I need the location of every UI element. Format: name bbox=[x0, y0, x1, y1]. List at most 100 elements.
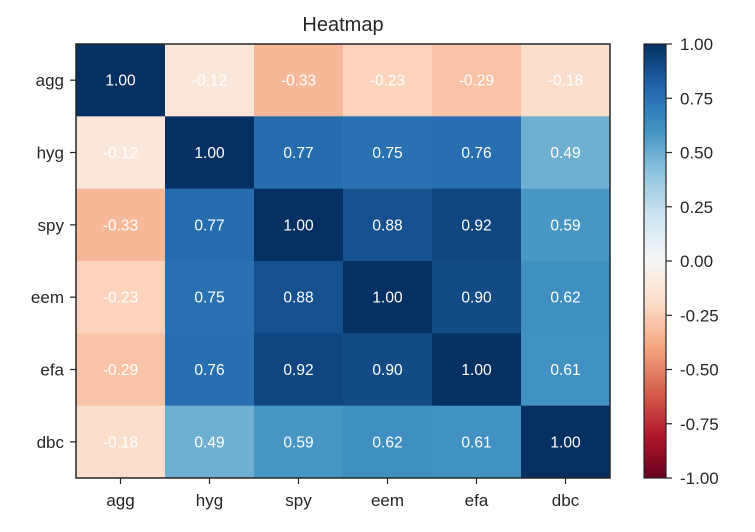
heatmap-cell-dbc-hyg bbox=[165, 405, 255, 479]
heatmap-cell-eem-efa bbox=[432, 261, 522, 334]
cell-value-label: 1.00 bbox=[461, 362, 492, 379]
cell-value-label: 0.62 bbox=[550, 290, 580, 307]
heatmap-cell-hyg-spy bbox=[254, 116, 344, 190]
colorbar-tick-label: -0.25 bbox=[680, 306, 719, 325]
cell-value-label: -0.29 bbox=[459, 73, 494, 90]
cell-value-label: -0.29 bbox=[103, 362, 138, 379]
cell-value-label: 1.00 bbox=[283, 217, 314, 234]
colorbar-tick-label: -1.00 bbox=[680, 469, 719, 488]
cell-value-label: 0.75 bbox=[194, 290, 224, 307]
heatmap-cell-hyg-dbc bbox=[521, 116, 611, 190]
cell-value-label: 1.00 bbox=[372, 290, 403, 307]
cell-value-label: 0.75 bbox=[372, 145, 402, 162]
heatmap-cell-hyg-agg bbox=[76, 116, 166, 190]
heatmap-cell-eem-dbc bbox=[521, 261, 611, 334]
heatmap-cell-dbc-dbc bbox=[521, 405, 611, 479]
cell-value-label: 0.61 bbox=[461, 434, 491, 451]
y-tick-label: eem bbox=[31, 288, 64, 307]
cell-value-label: 0.76 bbox=[461, 145, 491, 162]
heatmap-cell-efa-hyg bbox=[165, 333, 255, 407]
x-tick-label: spy bbox=[285, 491, 312, 510]
colorbar-tick-label: -0.75 bbox=[680, 415, 719, 434]
heatmap-cell-efa-spy bbox=[254, 333, 344, 407]
colorbar-ticks: -1.00 -0.75 -0.50 -0.25 0.00 0.25 0.50 0.75 1.00 bbox=[666, 35, 719, 488]
colorbar bbox=[643, 43, 667, 479]
heatmap-cell-dbc-efa bbox=[432, 405, 522, 479]
y-tick-label: hyg bbox=[37, 144, 64, 163]
heatmap-cells bbox=[76, 44, 611, 479]
cell-value-label: 0.49 bbox=[194, 434, 224, 451]
heatmap-cell-efa-agg bbox=[76, 333, 166, 407]
colorbar-tick-label: 0.75 bbox=[680, 89, 713, 108]
chart-title: Heatmap bbox=[302, 14, 383, 36]
heatmap-cell-spy-agg bbox=[76, 188, 166, 262]
cell-value-label: 0.77 bbox=[283, 145, 313, 162]
heatmap-cell-agg-hyg bbox=[165, 44, 255, 117]
heatmap-cell-agg-agg bbox=[76, 44, 166, 117]
cell-value-label: -0.33 bbox=[103, 217, 138, 234]
y-tick-label: efa bbox=[40, 361, 64, 380]
heatmap-cell-agg-dbc bbox=[521, 44, 611, 117]
cell-value-label: 0.92 bbox=[461, 217, 491, 234]
cell-value-label: 0.90 bbox=[461, 290, 492, 307]
heatmap-cell-spy-dbc bbox=[521, 188, 611, 262]
heatmap-cell-hyg-eem bbox=[343, 116, 433, 190]
heatmap-cell-dbc-spy bbox=[254, 405, 344, 479]
cell-value-label: -0.33 bbox=[281, 73, 316, 90]
cell-value-label: -0.12 bbox=[192, 73, 227, 90]
cell-value-label: -0.18 bbox=[103, 434, 138, 451]
cell-value-label: 0.92 bbox=[283, 362, 313, 379]
cell-value-label: 0.59 bbox=[550, 217, 580, 234]
y-axis-ticks: agg hyg spy eem efa dbc bbox=[31, 71, 76, 452]
heatmap-cell-dbc-eem bbox=[343, 405, 433, 479]
cell-value-label: 1.00 bbox=[194, 145, 225, 162]
cell-value-label: 0.77 bbox=[194, 217, 224, 234]
cell-value-label: -0.12 bbox=[103, 145, 138, 162]
cell-value-label: 0.76 bbox=[194, 362, 224, 379]
heatmap-cell-efa-efa bbox=[432, 333, 522, 407]
cell-value-label: 1.00 bbox=[105, 73, 136, 90]
y-tick-label: dbc bbox=[37, 433, 65, 452]
x-tick-label: efa bbox=[465, 491, 489, 510]
cell-value-label: 0.88 bbox=[372, 217, 402, 234]
heatmap-cell-dbc-agg bbox=[76, 405, 166, 479]
cell-value-label: 0.61 bbox=[550, 362, 580, 379]
x-tick-label: agg bbox=[106, 491, 134, 510]
plot-frame bbox=[75, 43, 611, 479]
heatmap-cell-eem-eem bbox=[343, 261, 433, 334]
heatmap-cell-eem-agg bbox=[76, 261, 166, 334]
heatmap-cell-agg-efa bbox=[432, 44, 522, 117]
heatmap-cell-spy-efa bbox=[432, 188, 522, 262]
heatmap-cell-labels: 1.00 -0.12 -0.33 -0.23 -0.29 -0.18 -0.12 1.00 0.… bbox=[103, 73, 583, 452]
heatmap-cell-efa-dbc bbox=[521, 333, 611, 407]
heatmap-cell-efa-eem bbox=[343, 333, 433, 407]
colorbar-tick-label: -0.50 bbox=[680, 361, 719, 380]
heatmap-cell-spy-spy bbox=[254, 188, 344, 262]
x-axis-ticks: agg hyg spy eem efa dbc bbox=[106, 478, 580, 510]
x-tick-label: hyg bbox=[196, 491, 223, 510]
cell-value-label: 0.88 bbox=[283, 290, 313, 307]
heatmap-cell-eem-spy bbox=[254, 261, 344, 334]
cell-value-label: -0.23 bbox=[103, 290, 138, 307]
cell-value-label: -0.23 bbox=[370, 73, 405, 90]
heatmap-cell-spy-eem bbox=[343, 188, 433, 262]
colorbar-tick-label: 1.00 bbox=[680, 35, 713, 54]
cell-value-label: 0.59 bbox=[283, 434, 313, 451]
y-tick-label: spy bbox=[38, 216, 65, 235]
heatmap-cell-spy-hyg bbox=[165, 188, 255, 262]
cell-value-label: 1.00 bbox=[550, 434, 581, 451]
colorbar-tick-label: 0.00 bbox=[680, 252, 713, 271]
y-tick-label: agg bbox=[36, 71, 64, 90]
x-tick-label: eem bbox=[371, 491, 404, 510]
heatmap-cell-hyg-efa bbox=[432, 116, 522, 190]
colorbar-tick-label: 0.25 bbox=[680, 198, 713, 217]
heatmap-cell-agg-eem bbox=[343, 44, 433, 117]
cell-value-label: -0.18 bbox=[548, 73, 583, 90]
colorbar-tick-label: 0.50 bbox=[680, 144, 713, 163]
heatmap-cell-agg-spy bbox=[254, 44, 344, 117]
heatmap-cell-hyg-hyg bbox=[165, 116, 255, 190]
cell-value-label: 0.49 bbox=[550, 145, 580, 162]
x-tick-label: dbc bbox=[552, 491, 580, 510]
heatmap-cell-eem-hyg bbox=[165, 261, 255, 334]
